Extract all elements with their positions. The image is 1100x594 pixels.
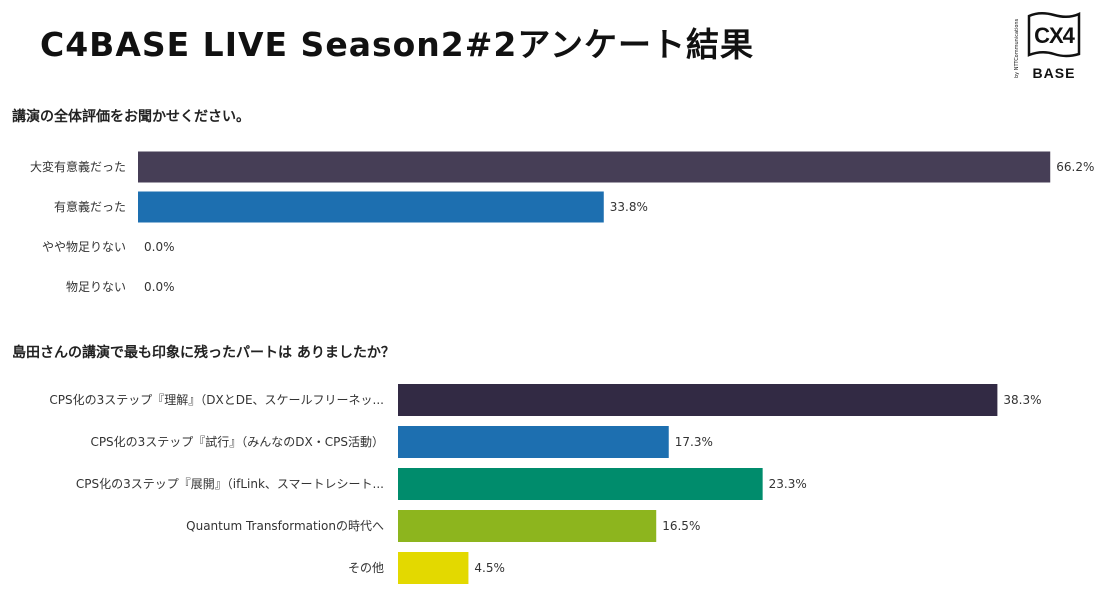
logo-byline: by NTTCommunications	[1014, 18, 1020, 78]
category-label: CPS化の3ステップ『試行』（みんなのDX・CPS活動）	[90, 434, 384, 449]
page-title: C4BASE LIVE Season2#2アンケート結果	[40, 25, 755, 64]
bar	[398, 426, 669, 458]
logo-mark: CX4	[1034, 23, 1075, 48]
value-label: 0.0%	[144, 280, 175, 294]
logo-base-text: BASE	[1032, 65, 1076, 81]
value-label: 23.3%	[769, 477, 807, 491]
category-label: CPS化の3ステップ『理解』（DXとDE、スケールフリーネッ...	[49, 393, 384, 407]
overall-evaluation-chart: 大変有意義だった 66.2% 有意義だった 33.8% やや物足りない 0.0% 物足りない…	[30, 151, 1094, 294]
flag-icon	[1027, 12, 1081, 58]
bar	[398, 510, 657, 542]
bar	[398, 552, 469, 584]
value-label: 38.3%	[1003, 393, 1041, 407]
value-label: 33.8%	[610, 200, 648, 214]
category-label: その他	[348, 561, 384, 575]
bar	[398, 468, 763, 500]
bar	[138, 151, 1051, 183]
category-label: Quantum Transformationの時代へ	[186, 519, 384, 533]
bar	[398, 384, 998, 416]
value-label: 66.2%	[1056, 160, 1094, 174]
bar	[138, 191, 604, 223]
category-label: CPS化の3ステップ『展開』（ifLink、スマートレシート...	[76, 477, 384, 491]
question-1-title: 講演の全体評価をお聞かせください。	[12, 109, 250, 125]
cx4-base-logo: by NTTCommunications CX4 BASE	[1012, 8, 1084, 84]
category-label: 物足りない	[66, 280, 126, 294]
category-label: 有意義だった	[54, 199, 126, 214]
value-label: 17.3%	[675, 435, 713, 449]
category-label: 大変有意義だった	[30, 159, 126, 174]
value-label: 16.5%	[662, 519, 700, 533]
value-label: 0.0%	[144, 240, 175, 254]
category-label: やや物足りない	[42, 240, 126, 254]
memorable-part-chart: CPS化の3ステップ『理解』（DXとDE、スケールフリーネッ... 38.3% CP…	[49, 384, 1042, 584]
value-label: 4.5%	[474, 561, 505, 575]
question-2-title: 島田さんの講演で最も印象に残ったパートは ありましたか？	[12, 345, 395, 361]
